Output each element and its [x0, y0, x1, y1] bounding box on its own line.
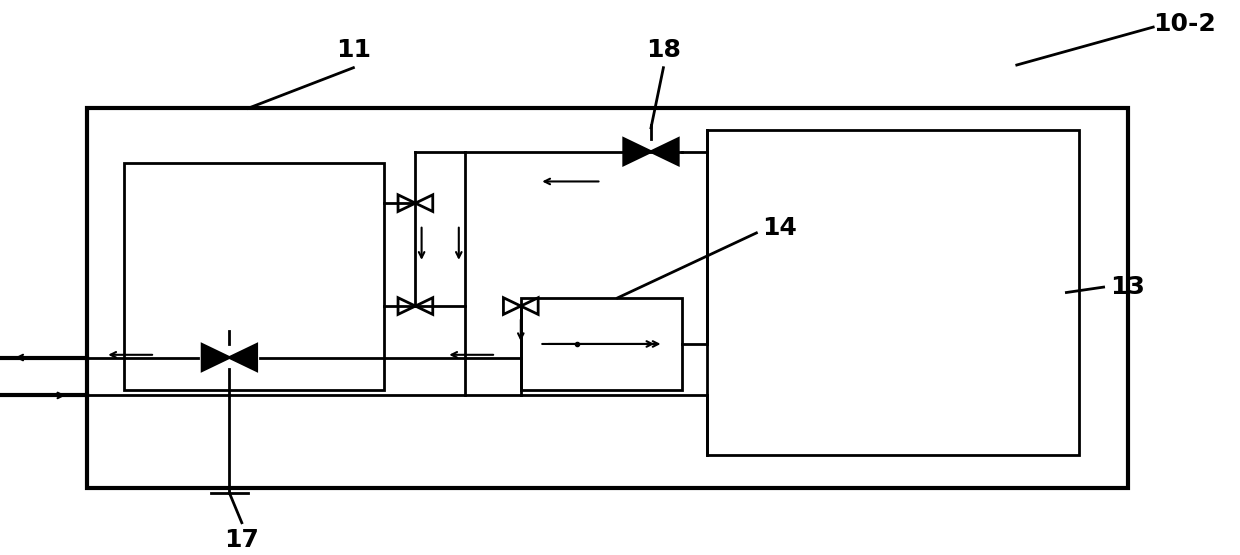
- Polygon shape: [202, 345, 229, 371]
- Text: 17: 17: [224, 528, 259, 552]
- Bar: [707, 130, 1079, 455]
- Polygon shape: [229, 345, 257, 371]
- Bar: [521, 298, 682, 390]
- Text: 14: 14: [763, 215, 797, 240]
- Text: 10-2: 10-2: [1153, 12, 1216, 37]
- Polygon shape: [651, 139, 678, 165]
- Text: 13: 13: [1110, 275, 1145, 299]
- Text: 11: 11: [336, 38, 371, 62]
- Text: 18: 18: [646, 38, 681, 62]
- Bar: [124, 163, 384, 390]
- Polygon shape: [624, 139, 651, 165]
- Bar: [87, 108, 1128, 487]
